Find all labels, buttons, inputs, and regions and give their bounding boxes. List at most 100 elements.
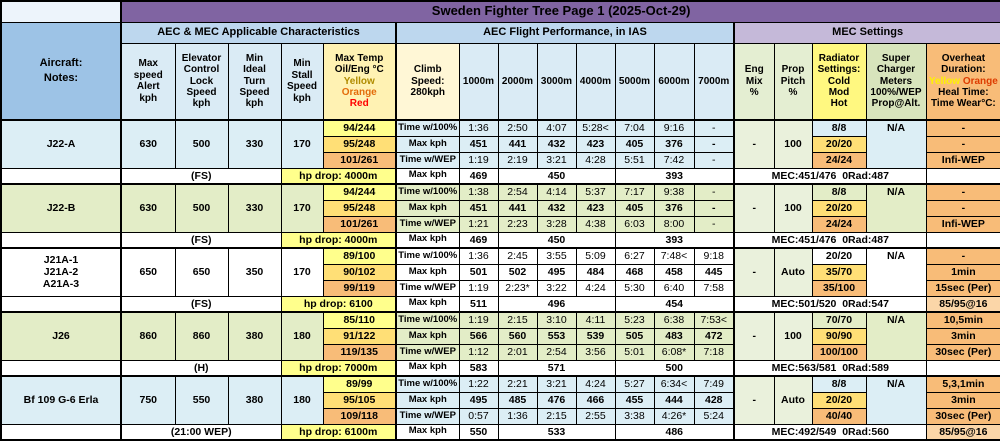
aircraft-name: J22-B	[0, 183, 122, 233]
perf-value: 5:51	[614, 151, 655, 169]
perf-value: 376	[653, 199, 695, 217]
stat-value: 350	[227, 247, 282, 297]
col-header-elevator-lock: Elevator Control Lock Speed kph	[174, 42, 229, 121]
perf-value: 539	[575, 327, 616, 345]
footer-note: (H)	[120, 359, 282, 377]
footer-overheat	[925, 359, 1000, 377]
max-temp-yellow-label: Yellow	[343, 75, 375, 87]
aircraft-footer-row: (H) hp drop: 7000m Max kph 583 571 500 MEC:563…	[0, 359, 1000, 377]
overheat-value: -	[925, 247, 1000, 265]
overheat-color-labels: Yellow Orange	[928, 76, 1000, 87]
hp-drop-value: hp drop: 6100	[280, 295, 397, 313]
temp-value: 85/110	[322, 311, 397, 329]
max-temp-title: Max Temp Oil/Eng °C	[334, 52, 384, 76]
perf-value: 5:24	[693, 407, 735, 425]
stat-value: 180	[280, 375, 324, 425]
perf-value: 1:36	[458, 119, 499, 137]
radiator-value: 35/70	[811, 263, 867, 281]
hp-drop-value: hp drop: 4000m	[280, 231, 397, 249]
perf-value: 3:22	[536, 279, 577, 297]
perf-value: 6:27	[614, 247, 655, 265]
radiator-value: 40/40	[811, 407, 867, 425]
perf-value: 3:55	[536, 247, 577, 265]
perf-value: 432	[536, 135, 577, 153]
radiator-value: 35/100	[811, 279, 867, 297]
row-label: Max kph	[395, 391, 460, 409]
aircraft-data-row: J22-B 630 500 330 170 94/244 Time w/100% 1:38 2:…	[0, 183, 1000, 233]
row-label: Time w/WEP	[395, 215, 460, 233]
perf-value: 423	[575, 199, 616, 217]
footer-max-kph-1000m: 469	[458, 231, 499, 249]
perf-value: 483	[653, 327, 695, 345]
perf-value: -	[693, 119, 735, 137]
perf-value: 6:40	[653, 279, 695, 297]
perf-value: 2:45	[497, 247, 538, 265]
aircraft-name: J21A-1 J21A-2 A21A-3	[0, 247, 122, 297]
perf-value: -	[693, 151, 735, 169]
aircraft-column-header: Aircraft: Notes:	[0, 21, 122, 121]
perf-value: 2:55	[575, 407, 616, 425]
overheat-value: 30sec (Per)	[925, 343, 1000, 361]
footer-note: (FS)	[120, 231, 282, 249]
col-header-min-stall: Min Stall Speed kph	[280, 42, 324, 121]
aircraft-data-row: 95/105 Max kph 495 485 476 466 455 444 428 20/20 3…	[1, 391, 1000, 409]
perf-value: 7:18	[693, 343, 735, 361]
perf-value: 3:21	[536, 375, 577, 393]
row-label: Max kph	[395, 135, 460, 153]
perf-value: 472	[693, 327, 735, 345]
footer-max-kph-1000m: 583	[458, 359, 499, 377]
stat-value: 860	[120, 311, 176, 361]
row-label: Time w/100%	[395, 375, 460, 393]
eng-mix-value: -	[733, 119, 775, 169]
aircraft-footer-row: (FS) hp drop: 6100 Max kph 511 496 454 MEC:501…	[0, 295, 1000, 313]
perf-value: 9:16	[653, 119, 695, 137]
perf-value: 4:07	[536, 119, 577, 137]
max-temp-orange-label: Orange	[341, 86, 377, 98]
overheat-value: 15sec (Per)	[925, 279, 1000, 297]
prop-pitch-value: Auto	[773, 247, 813, 297]
temp-value: 101/261	[322, 151, 397, 169]
perf-value: 7:42	[653, 151, 695, 169]
stat-value: 170	[280, 183, 324, 233]
footer-mec-summary: MEC:451/476 0Rad:487	[733, 167, 927, 185]
perf-value: 1:38	[458, 183, 499, 201]
perf-value: 501	[458, 263, 499, 281]
stat-value: 380	[227, 311, 282, 361]
perf-value: 6:34<	[653, 375, 695, 393]
prop-pitch-value: 100	[773, 119, 813, 169]
footer-mec-summary: MEC:451/476 0Rad:487	[733, 231, 927, 249]
perf-value: 1:21	[458, 215, 499, 233]
radiator-value: 24/24	[811, 215, 867, 233]
aircraft-footer-row: (21:00 WEP) hp drop: 6100m Max kph 550 533 48…	[0, 423, 1000, 441]
perf-value: 466	[575, 391, 616, 409]
row-label: Time w/100%	[395, 311, 460, 329]
footer-overheat: 85/95@16	[925, 423, 1000, 441]
col-header-prop-pitch: Prop Pitch %	[773, 42, 813, 121]
aircraft-footer-row: (FS) hp drop: 4000m Max kph 469 450 393 MEC:45…	[0, 167, 1000, 185]
perf-value: 376	[653, 135, 695, 153]
perf-value: 1:19	[458, 311, 499, 329]
stat-value: 500	[174, 119, 229, 169]
temp-value: 94/244	[322, 183, 397, 201]
perf-value: 444	[653, 391, 695, 409]
temp-value: 95/105	[322, 391, 397, 409]
stat-value: 170	[280, 247, 324, 297]
col-header-5000m: 5000m	[614, 42, 655, 121]
perf-value: 1:36	[458, 247, 499, 265]
prop-pitch-value: Auto	[773, 375, 813, 425]
footer-row-label: Max kph	[395, 295, 460, 313]
aircraft-data-row: J21A-1 J21A-2 A21A-3 650 650 350 170 89/100 Ti…	[0, 247, 1000, 297]
perf-value: 7:49	[693, 375, 735, 393]
aircraft-footer-row: (FS) hp drop: 4000m Max kph 469 450 393 MEC:45…	[0, 231, 1000, 249]
hp-drop-value: hp drop: 6100m	[280, 423, 397, 441]
overheat-yellow-label: Yellow	[928, 75, 961, 87]
footer-max-kph-mid: 571	[497, 359, 616, 377]
overheat-value: Infi-WEP	[925, 215, 1000, 233]
perf-value: 7:48<	[653, 247, 695, 265]
perf-value: 1:19	[458, 279, 499, 297]
footer-row-label: Max kph	[395, 423, 460, 441]
radiator-value: 70/70	[811, 311, 867, 329]
stat-value: 750	[120, 375, 176, 425]
eng-mix-value: -	[733, 375, 775, 425]
perf-value: 5:27	[614, 375, 655, 393]
